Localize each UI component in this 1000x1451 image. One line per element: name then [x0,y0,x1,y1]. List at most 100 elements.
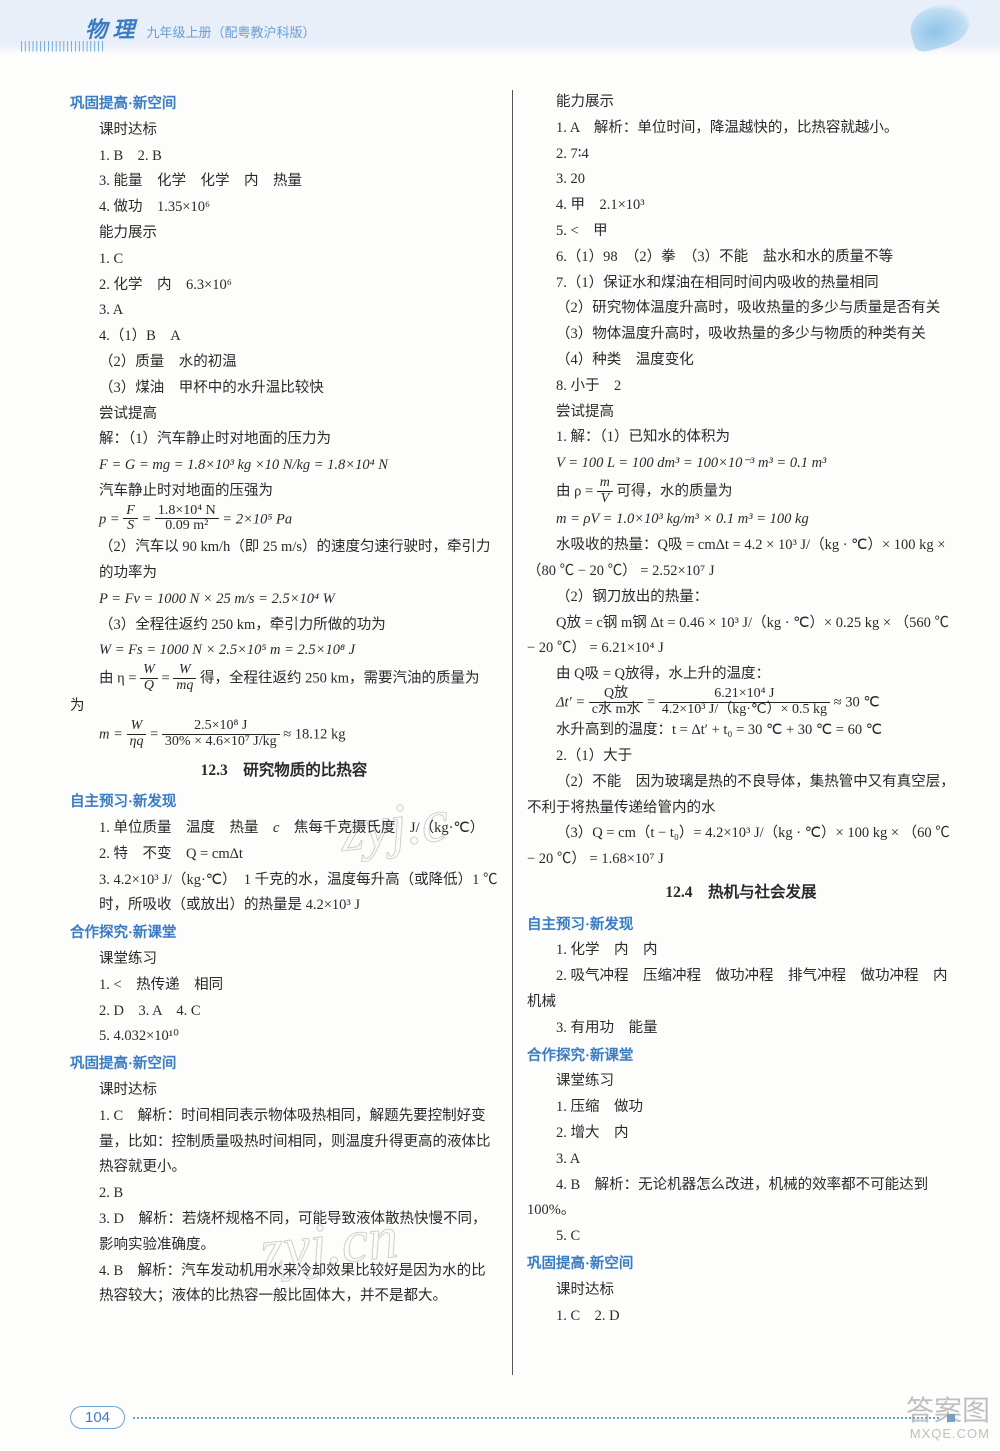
eq-part: = [141,511,154,527]
answer-line: 汽车静止时对地面的压强为 [70,479,498,505]
answer-line: （2）钢刀放出的热量： [527,585,955,611]
answer-line: 为 [70,694,498,720]
chapter-title: 12.4 热机与社会发展 [527,879,955,907]
equation: 由 η = WQ = Wmq 得，全程往返约 250 km，需要汽油的质量为 [70,664,498,694]
eq-part: p = [99,511,123,527]
chapter-title: 12.3 研究物质的比热容 [70,757,498,785]
answer-line: 1. C 2. D [527,1304,955,1330]
answer-line: 4. B 解析：无论机器怎么改进，机械的效率都不可能达到 100%。 [527,1173,955,1225]
page-number: 104 [70,1406,125,1429]
answer-line: 1. 解：（1）已知水的体积为 [527,425,955,451]
answer-line: 1. B 2. B [70,144,498,170]
section-header: 巩固提高·新空间 [70,1052,498,1078]
section-header: 自主预习·新发现 [70,790,498,816]
answer-line: 1. C [70,247,498,273]
equation: 由 ρ = mV 可得，水的质量为 [527,477,955,507]
page-header: 物 理 九年级上册（配粤教沪科版） |||||||||||||||||||||| [0,0,1000,55]
answer-line: （3）Q = cm（t − t₀）= 4.2×10³ J/（kg · ℃）× 1… [527,821,955,873]
answer-line: 3. 有用功 能量 [527,1016,955,1042]
answer-line: （2）不能 因为玻璃是热的不良导体，集热管中又有真空层，不利于将热量传递给管内的… [527,770,955,822]
answer-line: 1. < 热传递 相同 [70,973,498,999]
answer-line: 2. D 3. A 4. C [70,999,498,1025]
answer-line: 4. 做功 1.35×10⁶ [70,195,498,221]
answer-line: 3. 能量 化学 化学 内 热量 [70,169,498,195]
answer-line: 2. 化学 内 6.3×10⁶ [70,273,498,299]
answer-line: 1. 压缩 做功 [527,1095,955,1121]
fraction: Wmq [173,663,196,693]
section-header: 合作探究·新课堂 [70,921,498,947]
answer-line: 解：（1）汽车静止时对地面的压力为 [70,427,498,453]
answer-line: 3. A [70,298,498,324]
answer-line: 3. 20 [527,167,955,193]
answer-line: 由 Q吸 = Q放得，水上升的温度： [527,662,955,688]
equation: m = Wηq = 2.5×10⁸ J30% × 4.6×10⁷ J/kg ≈ … [70,720,498,750]
answer-line: 5. < 甲 [527,219,955,245]
answer-line: 2. 增大 内 [527,1121,955,1147]
fraction: 6.21×10⁴ J4.2×10³ J/（kg·℃）× 0.5 kg [659,687,830,717]
fraction: WQ [140,663,158,693]
equation: W = Fs = 1000 N × 2.5×10⁵ m = 2.5×10⁸ J [70,638,498,664]
answer-line: 2. 特 不变 Q = cmΔt [70,842,498,868]
answer-line: 4. 甲 2.1×10³ [527,193,955,219]
answer-line: 3. 4.2×10³ J/（kg·℃） 1 千克的水，温度每升高（或降低）1 ℃… [70,868,498,920]
section-header: 巩固提高·新空间 [527,1252,955,1278]
eq-part: = [150,727,162,743]
subsection: 课时达标 [527,1278,955,1304]
grade-label: 九年级上册（配粤教沪科版） [147,25,316,40]
eq-part: = 2×10⁵ Pa [222,511,292,527]
answer-line: 7.（1）保证水和煤油在相同时间内吸收的热量相同 [527,271,955,297]
subsection: 课堂练习 [527,1069,955,1095]
answer-line: （4）种类 温度变化 [527,348,955,374]
equation: P = Fv = 1000 N × 25 m/s = 2.5×10⁴ W [70,587,498,613]
subsection: 课堂练习 [70,947,498,973]
left-column: 巩固提高·新空间 课时达标 1. B 2. B 3. 能量 化学 化学 内 热量… [70,90,498,1375]
fraction: 1.8×10⁴ N0.09 m² [155,504,219,534]
answer-line: 水升高到的温度：t = Δt′ + t₀ = 30 ℃ + 30 ℃ = 60 … [527,718,955,744]
answer-line: （2）汽车以 90 km/h（即 25 m/s）的速度匀速行驶时，牵引力的功率为 [70,535,498,587]
fraction: 2.5×10⁸ J30% × 4.6×10⁷ J/kg [162,719,280,749]
answer-line: 8. 小于 2 [527,374,955,400]
answer-line: 水吸收的热量：Q吸 = cmΔt = 4.2 × 10³ J/（kg · ℃）×… [527,533,955,585]
answer-line: （3）煤油 甲杯中的水升温比较快 [70,376,498,402]
fraction: FS [123,504,138,534]
section-header: 巩固提高·新空间 [70,92,498,118]
fraction: mV [597,476,613,506]
section-header: 自主预习·新发现 [527,913,955,939]
answer-line: 1. C 解析：时间相同表示物体吸热相同，解题先要控制好变量，比如：控制质量吸热… [70,1104,498,1181]
answer-line: 5. C [527,1224,955,1250]
eq-part: 由 ρ = [556,483,597,499]
footer-square-icon [947,1414,955,1422]
footer-dots [133,1417,939,1419]
subsection: 尝试提高 [70,402,498,428]
answer-line: 2. 吸气冲程 压缩冲程 做功冲程 排气冲程 做功冲程 内 机械 [527,964,955,1016]
eq-part: ≈ 18.12 kg [283,727,345,743]
right-column: 能力展示 1. A 解析：单位时间，降温越快的，比热容就越小。 2. 7∶4 3… [527,90,955,1375]
eq-part: 可得，水的质量为 [617,483,733,499]
answer-line: 6.（1）98 （2）拳 （3）不能 盐水和水的质量不等 [527,245,955,271]
eq-part: Δt′ = [556,694,589,710]
page-footer: 104 [70,1406,955,1429]
leaf-icon [906,0,975,54]
answer-line: 1. 单位质量 温度 热量 c 焦每千克摄氏度 J/（kg·℃） [70,816,498,842]
equation: m = ρV = 1.0×10³ kg/m³ × 0.1 m³ = 100 kg [527,507,955,533]
answer-line: 1. 化学 内 内 [527,938,955,964]
section-header: 合作探究·新课堂 [527,1044,955,1070]
fraction: Q放c水 m水 [589,687,644,717]
subsection: 尝试提高 [527,400,955,426]
answer-line: （2）质量 水的初温 [70,350,498,376]
eq-part: 由 η = [99,671,140,687]
answer-line: （3）物体温度升高时，吸收热量的多少与物质的种类有关 [527,322,955,348]
header-decoration: |||||||||||||||||||||| [20,40,105,52]
answer-line: 4. B 解析：汽车发动机用水来冷却效果比较好是因为水的比热容较大；液体的比热容… [70,1259,498,1311]
subsection: 课时达标 [70,1078,498,1104]
answer-line: 3. D 解析：若烧杯规格不同，可能导致液体散热快慢不同，影响实验准确度。 [70,1207,498,1259]
subsection: 能力展示 [70,221,498,247]
subsection: 能力展示 [527,90,955,116]
equation: Δt′ = Q放c水 m水 = 6.21×10⁴ J4.2×10³ J/（kg·… [527,688,955,718]
eq-part: 得，全程往返约 250 km，需要汽油的质量为 [200,671,480,687]
answer-line: 3. A [527,1147,955,1173]
eq-part: = [647,694,659,710]
answer-line: 2.（1）大于 [527,744,955,770]
answer-line: 2. 7∶4 [527,142,955,168]
answer-line: 1. A 解析：单位时间，降温越快的，比热容就越小。 [527,116,955,142]
